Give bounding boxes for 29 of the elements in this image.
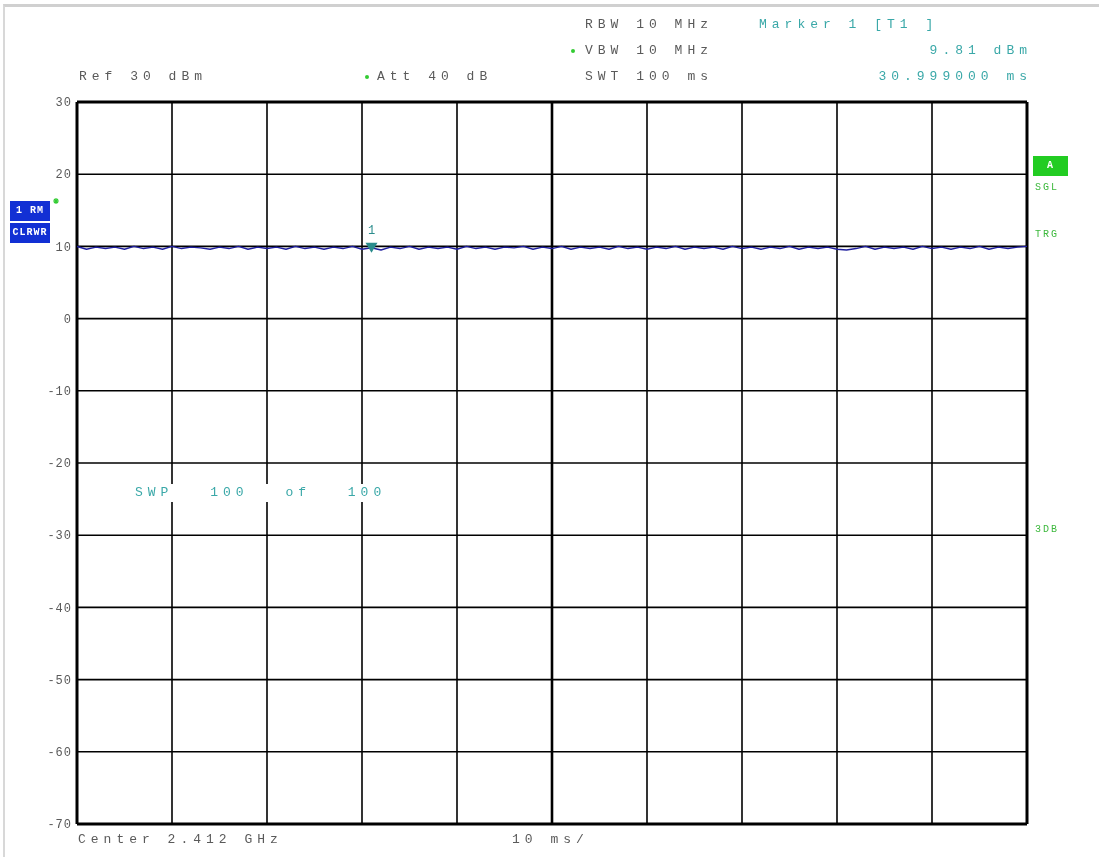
y-tick-label: -10 <box>47 385 72 399</box>
annotation: SWP 100 of 100 <box>135 485 387 500</box>
y-tick-label: -60 <box>47 746 72 760</box>
y-tick-label: -30 <box>47 529 72 544</box>
y-tick-label: 0 <box>63 312 72 327</box>
text: SGL <box>1035 182 1060 193</box>
text: 9.81 dBm <box>929 43 1032 58</box>
text: A <box>1046 160 1054 171</box>
text: 30.999000 ms <box>878 69 1032 84</box>
y-tick-label: -20 <box>47 457 72 472</box>
text: VBW 10 MHz <box>585 43 714 58</box>
text: Att 40 dB <box>377 69 493 84</box>
text: SWT 100 ms <box>585 69 714 84</box>
text: Ref 30 dBm <box>79 69 208 84</box>
text: 3DB <box>1035 524 1060 535</box>
text: TRG <box>1035 229 1060 240</box>
y-tick-label: 30 <box>55 96 72 111</box>
text: RBW 10 MHz <box>585 17 714 32</box>
text: 10 ms/ <box>512 832 589 847</box>
y-tick-label: 10 <box>55 240 72 255</box>
text: 1 RM <box>15 205 44 216</box>
y-tick-label: -40 <box>47 601 72 616</box>
text: CLRWR <box>12 227 48 238</box>
y-tick-label: 20 <box>55 168 72 183</box>
text: Marker 1 [T1 ] <box>759 17 939 32</box>
series-label: 1 <box>367 223 376 238</box>
y-tick-label: -50 <box>47 673 72 688</box>
y-tick-label: -70 <box>47 818 72 833</box>
text: Center 2.412 GHz <box>78 832 283 847</box>
